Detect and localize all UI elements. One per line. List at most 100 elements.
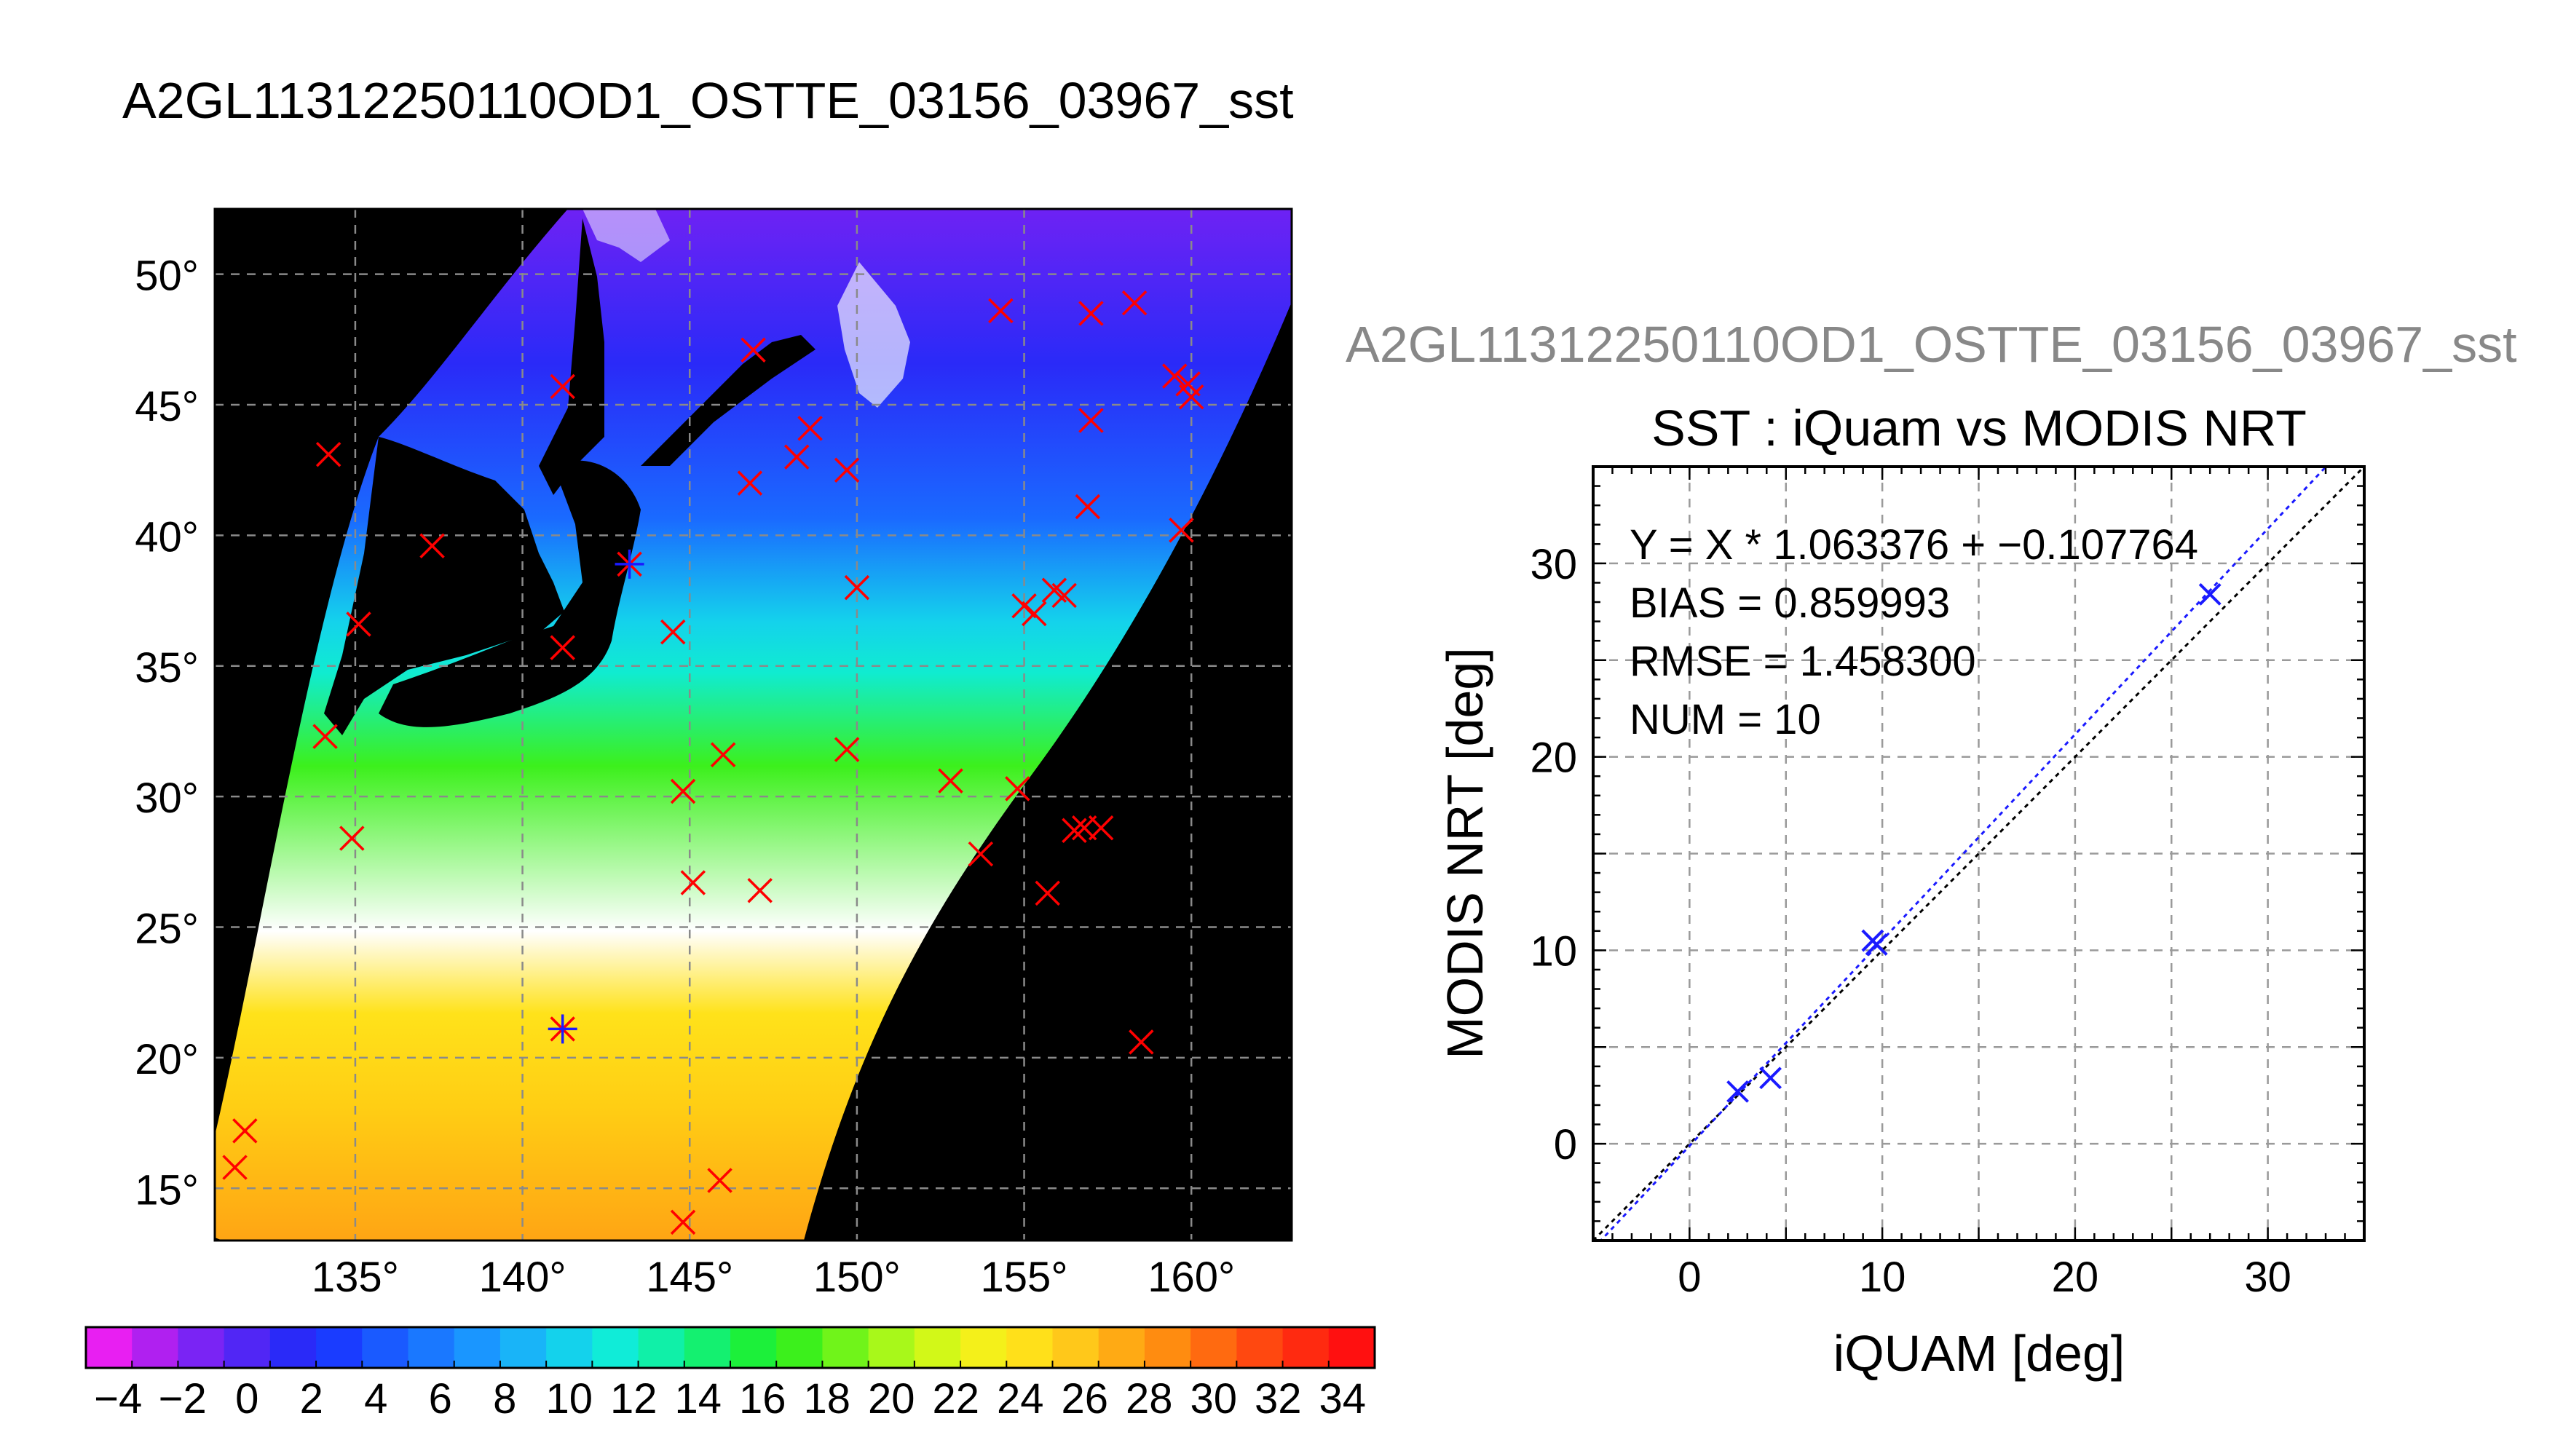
colorbar-tick-label: 34 bbox=[1319, 1375, 1366, 1423]
buoy-marker-unmatched bbox=[550, 635, 575, 660]
latitude-tick-labels: 50° 45° 40° 35° 30° 25° 20° 15° bbox=[135, 253, 199, 1214]
colorbar-cell bbox=[269, 1327, 317, 1368]
buoy-marker-unmatched bbox=[222, 1155, 248, 1180]
buoy-marker-unmatched bbox=[834, 457, 860, 483]
longitude-tick-label: 140° bbox=[479, 1254, 566, 1301]
chart-title: SST : iQuam vs MODIS NRT bbox=[1651, 400, 2307, 456]
stats-annotation: Y = X * 1.063376 + −0.107764 bbox=[1630, 521, 2198, 569]
x-tick-label: 30 bbox=[2244, 1254, 2291, 1301]
colorbar-cell bbox=[1282, 1327, 1330, 1368]
colorbar-frame bbox=[84, 1326, 1376, 1369]
colorbar-tick-label: 20 bbox=[868, 1375, 915, 1423]
y-tick-label: 0 bbox=[1554, 1121, 1577, 1168]
colorbar-cell bbox=[822, 1327, 869, 1368]
data-point bbox=[1726, 1080, 1749, 1103]
buoy-marker-unmatched bbox=[737, 470, 763, 496]
latitude-tick-label: 45° bbox=[135, 383, 199, 430]
latitude-tick-label: 25° bbox=[135, 906, 199, 953]
latitude-tick-label: 20° bbox=[135, 1036, 199, 1083]
main-title: A2GL11312250110OD1_OSTTE_03156_03967_sst bbox=[122, 72, 1294, 129]
buoy-marker-unmatched bbox=[938, 768, 963, 794]
colorbar-tick-label: −4 bbox=[94, 1375, 142, 1423]
colorbar-cell bbox=[684, 1327, 731, 1368]
buoy-marker-unmatched bbox=[232, 1118, 258, 1144]
map-graticule bbox=[215, 209, 1292, 1241]
buoy-marker-unmatched bbox=[339, 826, 365, 851]
buoy-marker-unmatched bbox=[783, 444, 810, 470]
plot-lines bbox=[1593, 467, 2364, 1241]
colorbar-cell bbox=[362, 1327, 409, 1368]
colorbar-cell bbox=[914, 1327, 961, 1368]
x-tick-label: 0 bbox=[1678, 1254, 1701, 1301]
okhotsk-ice bbox=[583, 209, 670, 262]
longitude-tick-label: 145° bbox=[646, 1254, 733, 1301]
colorbar-cell bbox=[132, 1327, 179, 1368]
buoy-marker-unmatched bbox=[1169, 518, 1194, 543]
colorbar-tick-label: 28 bbox=[1126, 1375, 1173, 1423]
buoy-marker-unmatched bbox=[550, 373, 575, 400]
colorbar-tick-label: 30 bbox=[1190, 1375, 1237, 1423]
scatter-plot: 0 10 20 30 0 10 20 30 Y = X * 1.063376 + −0.107… bbox=[1437, 465, 2366, 1382]
colorbar-cell bbox=[868, 1327, 915, 1368]
stats-annotation: NUM = 10 bbox=[1630, 696, 1821, 743]
japan-islands bbox=[379, 460, 641, 727]
buoy-marker-unmatched bbox=[1062, 818, 1087, 844]
stats-annotation: RMSE = 1.458300 bbox=[1630, 638, 1976, 685]
buoy-marker-unmatched bbox=[707, 1168, 732, 1193]
colorbar-cell bbox=[408, 1327, 455, 1368]
colorbar-tick-label: 10 bbox=[545, 1375, 593, 1423]
map-swath bbox=[215, 209, 1292, 1241]
buoy-marker-unmatched bbox=[988, 298, 1014, 324]
colorbar-tick-label: 18 bbox=[803, 1375, 850, 1423]
colorbar-cell bbox=[1006, 1327, 1054, 1368]
colorbar-cell bbox=[454, 1327, 501, 1368]
scatter-subtitle: A2GL11312250110OD1_OSTTE_03156_03967_sst bbox=[1346, 316, 2517, 373]
colorbar-tick-label: 4 bbox=[364, 1375, 387, 1423]
buoy-marker-unmatched bbox=[1121, 290, 1148, 316]
colorbar-cell bbox=[1236, 1327, 1284, 1368]
colorbar-cell bbox=[546, 1327, 593, 1368]
data-point bbox=[2198, 582, 2222, 606]
buoy-marker-unmatched bbox=[1051, 582, 1077, 609]
colorbar-cell bbox=[776, 1327, 824, 1368]
y-axis-label: MODIS NRT [deg] bbox=[1437, 647, 1493, 1059]
buoy-marker-unmatched bbox=[1022, 601, 1047, 627]
y-tick-label: 20 bbox=[1530, 735, 1577, 782]
buoy-marker-unmatched bbox=[1005, 776, 1030, 802]
colorbar-tick-label: 22 bbox=[932, 1375, 979, 1423]
buoy-marker-unmatched bbox=[1162, 363, 1188, 389]
buoy-marker-matched bbox=[548, 1014, 577, 1044]
map-frame bbox=[213, 207, 1293, 1242]
buoy-marker-unmatched bbox=[1178, 384, 1204, 410]
colorbar-cell bbox=[730, 1327, 777, 1368]
buoy-marker-unmatched bbox=[680, 870, 706, 895]
buoy-marker-unmatched bbox=[312, 724, 338, 749]
colorbar-cell bbox=[960, 1327, 1007, 1368]
colorbar-cell bbox=[316, 1327, 363, 1368]
buoy-marker-unmatched bbox=[747, 878, 773, 903]
colorbar-cell bbox=[86, 1327, 133, 1368]
stats-annotations: Y = X * 1.063376 + −0.107764 BIAS = 0.859… bbox=[1630, 521, 2198, 743]
colorbar-tick-label: 8 bbox=[493, 1375, 516, 1423]
colorbar-cell bbox=[499, 1327, 547, 1368]
colorbar-tick-label: 32 bbox=[1255, 1375, 1302, 1423]
sea-ice-patch bbox=[837, 262, 910, 408]
buoy-marker-unmatched bbox=[797, 416, 823, 441]
kuril-islands bbox=[641, 335, 816, 466]
latitude-tick-label: 40° bbox=[135, 513, 199, 561]
plot-ticks: 0 10 20 30 0 10 20 30 bbox=[1530, 467, 2364, 1301]
longitude-tick-label: 160° bbox=[1148, 1254, 1235, 1301]
latitude-tick-label: 50° bbox=[135, 253, 199, 300]
colorbar-cell bbox=[638, 1327, 685, 1368]
buoy-marker-unmatched bbox=[660, 619, 686, 645]
colorbar-cell bbox=[224, 1327, 271, 1368]
buoy-marker-unmatched bbox=[741, 337, 766, 363]
buoy-markers bbox=[222, 290, 1204, 1235]
buoy-marker-matched bbox=[615, 549, 644, 579]
buoy-marker-unmatched bbox=[670, 1209, 696, 1235]
x-tick-label: 20 bbox=[2052, 1254, 2099, 1301]
longitude-tick-label: 135° bbox=[312, 1254, 399, 1301]
buoy-marker-unmatched bbox=[834, 737, 860, 762]
stats-annotation: BIAS = 0.859993 bbox=[1630, 579, 1950, 627]
